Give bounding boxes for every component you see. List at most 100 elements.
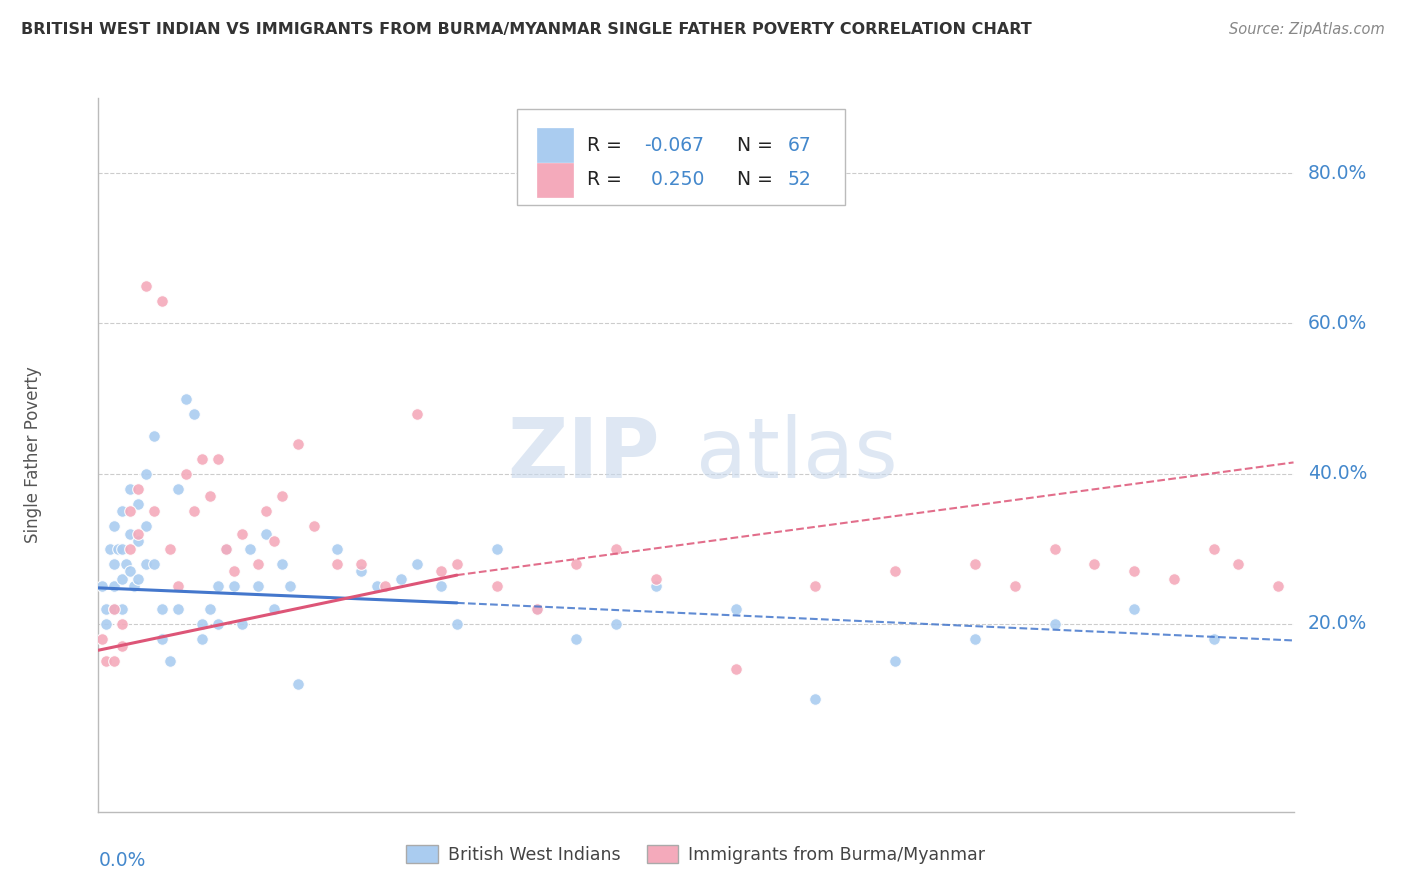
Point [127,572,149,586]
Point [167,579,190,593]
Point [1083,557,1105,571]
Point [1004,579,1026,593]
Point [150,632,173,646]
Point [111,640,134,654]
Point [389,572,412,586]
Point [239,541,262,556]
Point [350,565,373,579]
Bar [537,162,572,197]
Point [120,504,142,518]
Point [183,407,205,421]
Point [406,407,429,421]
Point [111,541,134,556]
Point [127,482,149,496]
Point [485,579,508,593]
Point [724,602,747,616]
Point [1163,572,1185,586]
Point [120,482,142,496]
Point [254,504,277,518]
Point [107,541,129,556]
Point [135,279,157,293]
Point [884,565,907,579]
Point [191,632,214,646]
Point [254,526,277,541]
Point [246,557,269,571]
Point [263,602,285,616]
Point [645,579,668,593]
Text: N =: N = [724,136,779,154]
Point [143,504,166,518]
Text: 52: 52 [787,170,811,189]
Point [1202,541,1225,556]
Point [565,632,588,646]
Point [191,616,214,631]
Point [1043,541,1066,556]
Point [526,602,548,616]
Text: atlas: atlas [696,415,897,495]
Point [111,616,134,631]
Text: ZIP: ZIP [508,415,661,495]
Point [215,541,238,556]
Point [430,565,453,579]
Point [430,579,453,593]
Point [207,579,229,593]
Point [207,616,229,631]
Point [174,467,197,481]
Point [98,541,122,556]
Text: Source: ZipAtlas.com: Source: ZipAtlas.com [1229,22,1385,37]
Text: N =: N = [724,170,779,189]
Point [111,504,134,518]
Point [645,572,668,586]
Point [135,467,157,481]
Point [96,602,118,616]
Point [103,602,125,616]
Point [167,602,190,616]
Point [159,655,181,669]
Point [135,519,157,533]
Point [103,655,125,669]
Point [127,526,149,541]
Point [198,602,221,616]
Point [884,655,907,669]
Text: 0.250: 0.250 [644,170,704,189]
Point [366,579,388,593]
Point [326,557,349,571]
Point [270,557,292,571]
Point [174,392,197,406]
Point [183,504,205,518]
Point [167,482,190,496]
Point [103,519,125,533]
Point [287,436,309,450]
Point [485,541,508,556]
Point [963,557,986,571]
Point [120,541,142,556]
Text: -0.067: -0.067 [644,136,704,154]
Point [446,557,468,571]
Point [1202,632,1225,646]
Point [124,579,146,593]
Point [120,565,142,579]
Point [191,451,214,466]
Point [111,602,134,616]
Text: R =: R = [588,136,628,154]
Text: R =: R = [588,170,628,189]
Point [150,602,173,616]
Point [231,616,253,631]
Point [724,662,747,676]
Point [159,541,181,556]
Point [96,616,118,631]
Point [150,293,173,308]
Point [135,557,157,571]
Point [565,557,588,571]
Point [263,534,285,549]
Text: 80.0%: 80.0% [1308,164,1367,183]
Point [127,534,149,549]
Point [91,579,114,593]
Point [804,692,827,706]
Point [231,526,253,541]
Point [605,541,627,556]
Text: BRITISH WEST INDIAN VS IMMIGRANTS FROM BURMA/MYANMAR SINGLE FATHER POVERTY CORRE: BRITISH WEST INDIAN VS IMMIGRANTS FROM B… [21,22,1032,37]
Point [207,451,229,466]
Point [120,526,142,541]
Point [96,655,118,669]
